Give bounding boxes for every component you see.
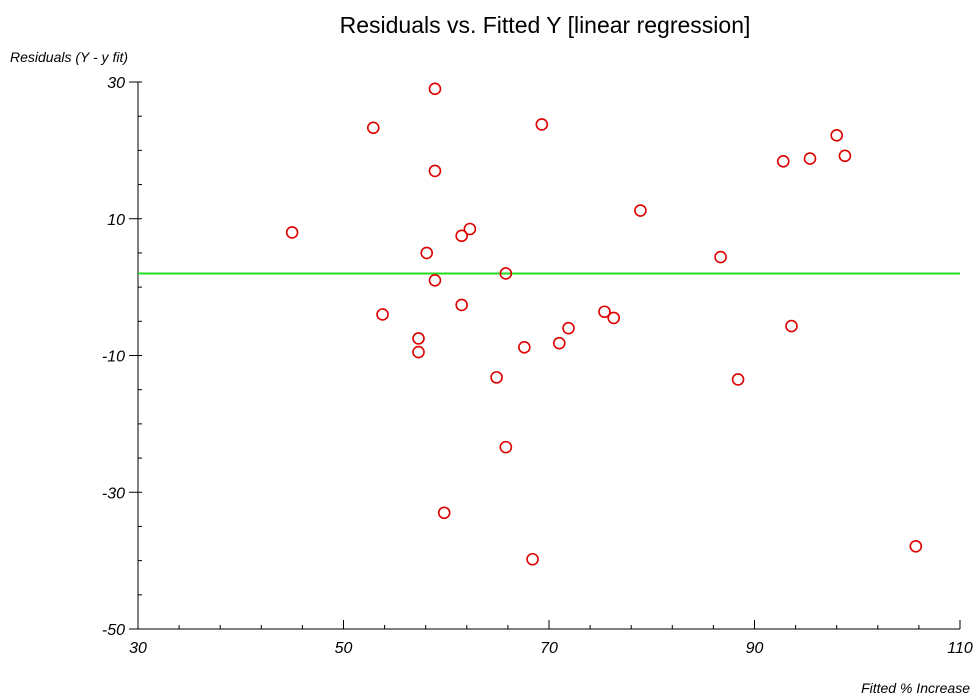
chart-title: Residuals vs. Fitted Y [linear regressio… <box>340 12 751 38</box>
axes: 30 50 70 90 110 30 10 -10 -30 -50 <box>102 75 973 657</box>
data-point <box>437 506 451 520</box>
data-point <box>518 340 531 354</box>
data-point <box>535 118 549 131</box>
y-tick-label: 30 <box>107 75 125 92</box>
data-point <box>285 226 299 239</box>
x-tick-label: 70 <box>540 640 558 657</box>
x-tick-label: 90 <box>746 640 764 657</box>
data-point <box>499 267 513 280</box>
data-point <box>634 204 647 217</box>
data-point <box>785 319 798 333</box>
data-point <box>909 539 923 553</box>
points-layer <box>285 82 923 566</box>
data-point <box>490 371 503 384</box>
data-point <box>598 305 611 319</box>
data-point <box>412 345 425 359</box>
y-tick-label: -50 <box>102 622 125 639</box>
data-point <box>428 273 442 287</box>
data-point <box>838 149 852 163</box>
data-point <box>376 308 389 321</box>
x-tick-label: 50 <box>335 640 353 657</box>
data-point <box>366 121 380 135</box>
data-point <box>526 552 539 566</box>
data-point <box>776 155 790 168</box>
data-point <box>731 373 745 386</box>
data-point <box>803 152 817 165</box>
x-axis-label: Fitted % Increase <box>861 680 970 696</box>
data-point <box>455 298 468 312</box>
data-point <box>562 321 575 335</box>
x-tick-label: 30 <box>129 640 147 657</box>
data-point <box>412 332 425 345</box>
y-tick-label: 10 <box>107 212 125 229</box>
data-point <box>607 311 621 325</box>
data-point <box>830 129 844 142</box>
y-axis-label: Residuals (Y - y fit) <box>10 49 128 65</box>
data-point <box>552 336 566 350</box>
data-point <box>428 164 442 178</box>
data-point <box>455 229 468 243</box>
data-point <box>463 222 477 236</box>
data-point <box>420 246 434 260</box>
y-tick-label: -10 <box>102 349 125 366</box>
data-point <box>428 82 442 96</box>
x-tick-label: 110 <box>947 640 973 657</box>
data-point <box>714 250 727 264</box>
y-tick-label: -30 <box>102 485 125 502</box>
data-point <box>499 440 513 454</box>
